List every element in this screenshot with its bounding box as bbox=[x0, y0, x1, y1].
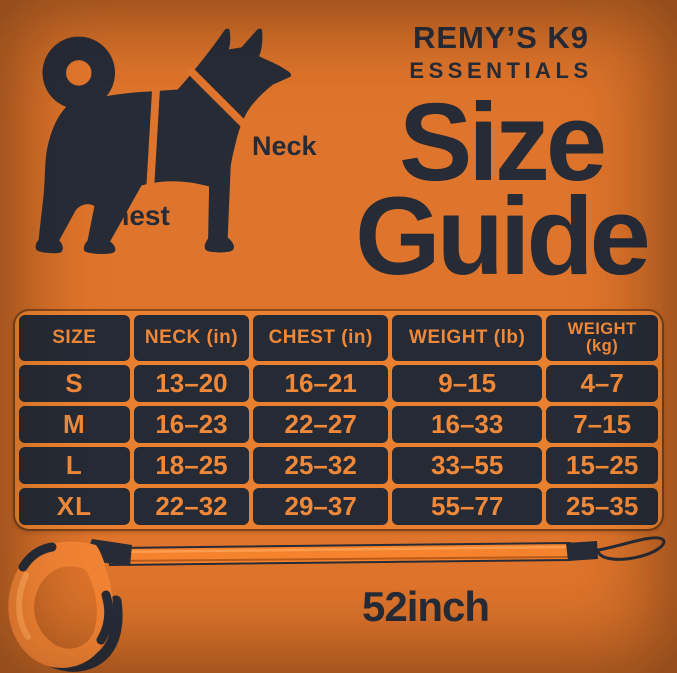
table-cell-s-weight-lb: 9–15 bbox=[392, 365, 543, 402]
table-cell-l-chest: 25–32 bbox=[253, 447, 389, 484]
chest-strap-line bbox=[146, 86, 161, 187]
table-cell-size-m: M bbox=[19, 406, 130, 443]
column-header-weight-lb: WEIGHT (lb) bbox=[392, 315, 543, 361]
column-header-size: SIZE bbox=[19, 315, 130, 361]
table-cell-size-l: L bbox=[19, 447, 130, 484]
dog-silhouette-illustration bbox=[35, 28, 292, 254]
chest-label: Chest bbox=[92, 200, 170, 231]
table-cell-l-weight-kg: 15–25 bbox=[546, 447, 658, 484]
table-cell-l-weight-lb: 33–55 bbox=[392, 447, 543, 484]
table-cell-m-chest: 22–27 bbox=[253, 406, 389, 443]
brand-subtitle: ESSENTIALS bbox=[409, 58, 593, 83]
table-cell-m-weight-lb: 16–33 bbox=[392, 406, 543, 443]
brand-name: REMY’S K9 bbox=[412, 20, 590, 55]
leash-illustration bbox=[8, 536, 666, 672]
table-cell-m-neck: 16–23 bbox=[133, 406, 250, 443]
table-cell-s-neck: 13–20 bbox=[133, 365, 250, 402]
size-table: SIZE NECK (in) CHEST (in) WEIGHT (lb) WE… bbox=[15, 311, 662, 529]
table-cell-l-neck: 18–25 bbox=[133, 447, 250, 484]
neck-label: Neck bbox=[252, 131, 317, 161]
page-title: Size Guide bbox=[330, 81, 672, 298]
page-title-line2: Guide bbox=[355, 174, 651, 298]
table-cell-s-weight-kg: 4–7 bbox=[546, 365, 658, 402]
leash-length-label: 52inch bbox=[362, 583, 490, 630]
neck-strap-line bbox=[185, 66, 251, 131]
column-header-weight-kg-text: WEIGHT (kg) bbox=[567, 319, 637, 355]
table-cell-m-weight-kg: 7–15 bbox=[546, 406, 658, 443]
column-header-neck: NECK (in) bbox=[133, 315, 250, 361]
table-cell-xl-neck: 22–32 bbox=[133, 488, 250, 525]
column-header-chest: CHEST (in) bbox=[253, 315, 389, 361]
table-cell-s-chest: 16–21 bbox=[253, 365, 389, 402]
header-block: REMY’S K9 ESSENTIALS Size Guide bbox=[330, 20, 672, 298]
column-header-weight-kg: WEIGHT (kg) bbox=[546, 315, 658, 361]
table-cell-xl-weight-kg: 25–35 bbox=[546, 488, 658, 525]
table-cell-xl-chest: 29–37 bbox=[253, 488, 389, 525]
leash-connector bbox=[566, 541, 598, 561]
table-cell-xl-weight-lb: 55–77 bbox=[392, 488, 543, 525]
table-cell-size-s: S bbox=[19, 365, 130, 402]
leash-cord-loop bbox=[596, 536, 666, 561]
table-cell-size-xl: XL bbox=[19, 488, 130, 525]
page-title-line1: Size bbox=[398, 81, 607, 204]
